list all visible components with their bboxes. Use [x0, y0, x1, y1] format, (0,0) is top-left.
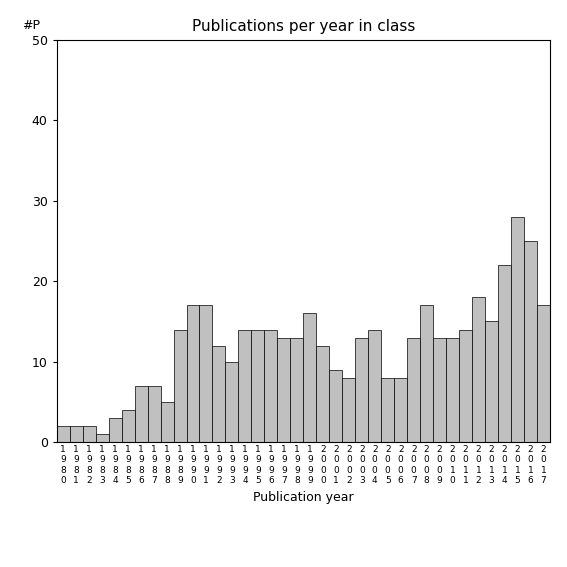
Bar — [57, 426, 70, 442]
Bar — [303, 314, 316, 442]
Bar — [160, 402, 174, 442]
Bar — [109, 418, 121, 442]
Bar — [342, 378, 356, 442]
Bar — [187, 306, 200, 442]
Bar — [290, 337, 303, 442]
Bar — [264, 329, 277, 442]
Bar — [407, 337, 420, 442]
Bar — [446, 337, 459, 442]
Bar — [368, 329, 381, 442]
Bar — [394, 378, 407, 442]
Bar — [174, 329, 187, 442]
Bar — [277, 337, 290, 442]
Bar — [356, 337, 368, 442]
Bar — [96, 434, 109, 442]
Bar — [511, 217, 524, 442]
Bar — [329, 370, 342, 442]
Text: #P: #P — [22, 19, 40, 32]
Bar — [200, 306, 213, 442]
Bar — [213, 346, 226, 442]
Bar — [83, 426, 96, 442]
Bar — [472, 297, 485, 442]
Bar — [433, 337, 446, 442]
Bar — [316, 346, 329, 442]
Bar — [121, 410, 134, 442]
Bar — [251, 329, 264, 442]
Bar — [381, 378, 394, 442]
Bar — [524, 241, 537, 442]
Bar — [459, 329, 472, 442]
Bar — [537, 306, 550, 442]
Bar — [147, 386, 160, 442]
Bar — [485, 321, 498, 442]
Bar — [134, 386, 147, 442]
X-axis label: Publication year: Publication year — [253, 491, 354, 504]
Bar — [498, 265, 511, 442]
Bar — [239, 329, 251, 442]
Bar — [226, 362, 239, 442]
Bar — [70, 426, 83, 442]
Title: Publications per year in class: Publications per year in class — [192, 19, 415, 35]
Bar — [420, 306, 433, 442]
